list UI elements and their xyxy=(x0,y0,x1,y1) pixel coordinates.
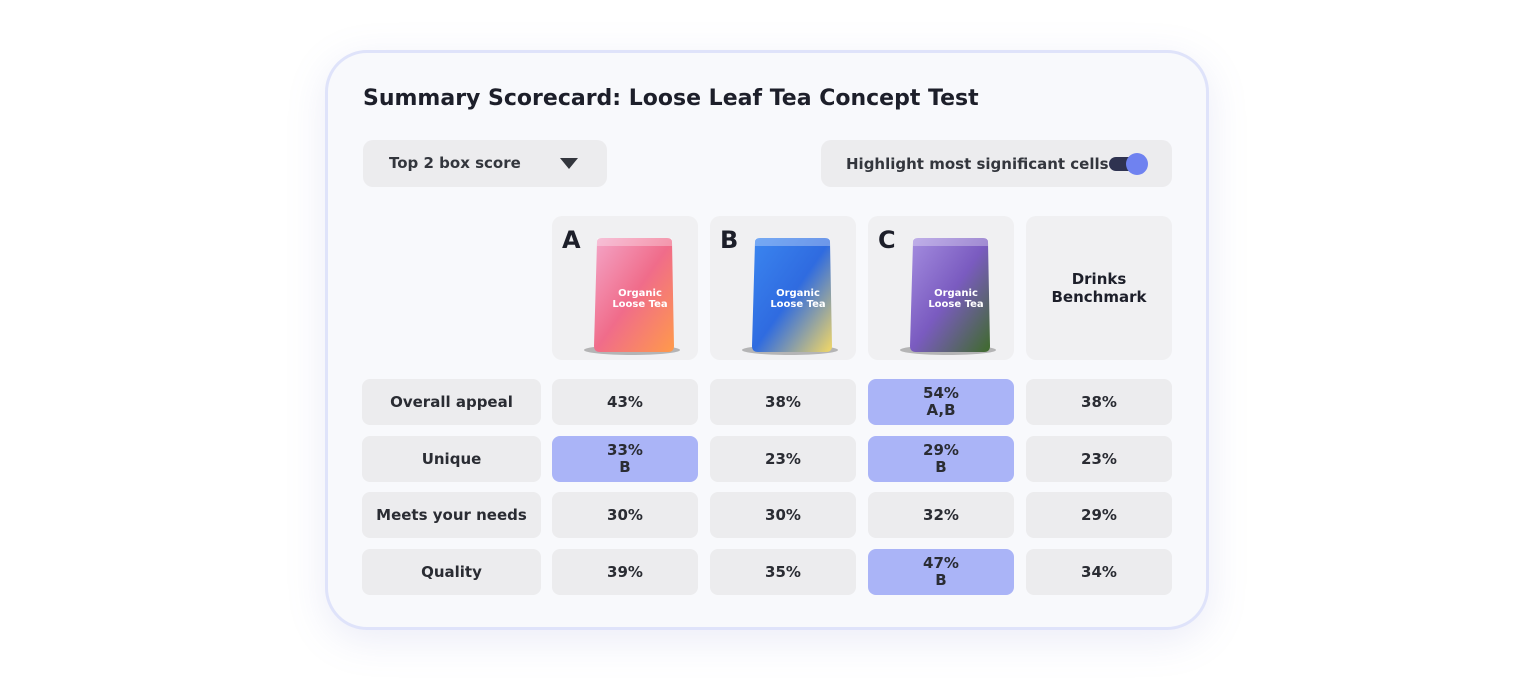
dropdown-label: Top 2 box score xyxy=(389,154,521,172)
score-value: 34% xyxy=(1081,562,1117,581)
score-cell: 29% B xyxy=(868,436,1014,482)
product-image xyxy=(900,238,996,355)
score-value: 35% xyxy=(765,562,801,581)
score-cell: 34% xyxy=(1026,549,1172,595)
benchmark-label: Drinks Benchmark xyxy=(1051,270,1147,306)
score-value: 32% xyxy=(923,505,959,524)
column-header: A Organic Loose Tea xyxy=(552,216,698,360)
score-cell: 29% xyxy=(1026,492,1172,538)
concept-letter: A xyxy=(562,226,581,254)
score-cell: 23% xyxy=(1026,436,1172,482)
toggle[interactable] xyxy=(1107,152,1151,176)
significance: A,B xyxy=(926,401,956,419)
score-cell: 43% xyxy=(552,379,698,425)
score-cell: 38% xyxy=(1026,379,1172,425)
significance: B xyxy=(619,458,631,476)
score-value: 47% xyxy=(923,554,959,572)
concept-letter: B xyxy=(720,226,739,254)
score-value: 33% xyxy=(607,441,643,459)
score-value: 38% xyxy=(1081,392,1117,411)
score-value: 23% xyxy=(1081,449,1117,468)
score-value: 30% xyxy=(765,505,801,524)
title: Summary Scorecard: Loose Leaf Tea Concep… xyxy=(363,86,979,111)
score-cell: 38% xyxy=(710,379,856,425)
product-label: Organic Loose Tea xyxy=(928,288,984,310)
score-value: 30% xyxy=(607,505,643,524)
column-header: C Organic Loose Tea xyxy=(868,216,1014,360)
score-value: 43% xyxy=(607,392,643,411)
row-label: Unique xyxy=(362,436,541,482)
score-cell: 47% B xyxy=(868,549,1014,595)
dropdown[interactable]: Top 2 box score xyxy=(363,140,607,187)
score-cell: 23% xyxy=(710,436,856,482)
score-value: 38% xyxy=(765,392,801,411)
significance: B xyxy=(935,458,947,476)
dropdown-arrow xyxy=(560,158,578,169)
score-cell: 54% A,B xyxy=(868,379,1014,425)
score-value: 29% xyxy=(923,441,959,459)
row-label: Quality xyxy=(362,549,541,595)
product-image xyxy=(584,238,680,355)
score-value: 29% xyxy=(1081,505,1117,524)
column-header: B Organic Loose Tea xyxy=(710,216,856,360)
toggle-knob xyxy=(1126,153,1148,175)
score-cell: 33% B xyxy=(552,436,698,482)
score-value: 23% xyxy=(765,449,801,468)
score-cell: 35% xyxy=(710,549,856,595)
toggle-box: Highlight most significant cells xyxy=(821,140,1172,187)
score-cell: 32% xyxy=(868,492,1014,538)
row-label: Meets your needs xyxy=(362,492,541,538)
score-value: 39% xyxy=(607,562,643,581)
toggle-label: Highlight most significant cells xyxy=(846,155,1109,173)
concept-letter: C xyxy=(878,226,896,254)
significance: B xyxy=(935,571,947,589)
score-cell: 39% xyxy=(552,549,698,595)
row-label: Overall appeal xyxy=(362,379,541,425)
score-cell: 30% xyxy=(710,492,856,538)
score-value: 54% xyxy=(923,384,959,402)
product-label: Organic Loose Tea xyxy=(612,288,668,310)
score-cell: 30% xyxy=(552,492,698,538)
column-header: Drinks Benchmark xyxy=(1026,216,1172,360)
product-label: Organic Loose Tea xyxy=(770,288,826,310)
product-image xyxy=(742,238,838,355)
